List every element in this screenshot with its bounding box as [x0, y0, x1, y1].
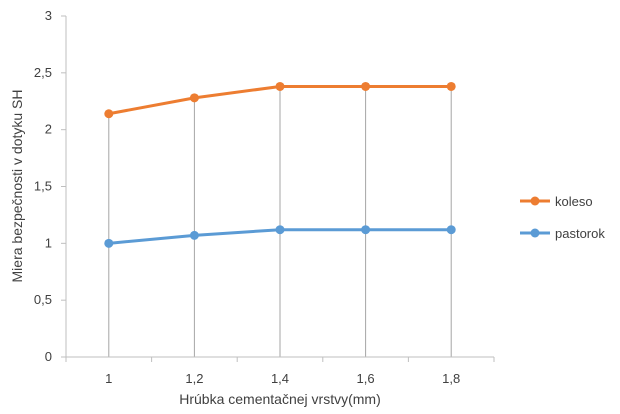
- y-tick-label: 3: [45, 8, 52, 23]
- y-tick-label: 2,5: [34, 65, 52, 80]
- x-ticks: 1 1,2 1,4 1,6 1,8: [65, 357, 495, 386]
- data-point-koleso: [446, 81, 456, 91]
- data-point-koleso: [104, 109, 114, 119]
- y-axis-title: Miera bezpečnosti v dotyku SH: [9, 90, 25, 283]
- legend-label-pastorok: pastorok: [555, 226, 605, 241]
- data-point-pastorok: [189, 230, 199, 240]
- y-ticks: 0 0,5 1 1,5 2 2,5 3: [34, 8, 66, 364]
- series-group: [104, 81, 456, 248]
- legend-label-koleso: koleso: [555, 194, 593, 209]
- y-tick-label: 1,5: [34, 179, 52, 194]
- legend-marker-pastorok: [530, 228, 540, 238]
- x-tick-label: 1,6: [357, 371, 375, 386]
- x-axis-title: Hrúbka cementačnej vrstvy(mm): [179, 391, 381, 407]
- data-point-pastorok: [275, 225, 285, 235]
- data-point-koleso: [275, 81, 285, 91]
- data-point-pastorok: [446, 225, 456, 235]
- data-point-pastorok: [104, 238, 114, 248]
- y-tick-label: 0: [45, 349, 52, 364]
- data-point-pastorok: [361, 225, 371, 235]
- y-tick-label: 2: [45, 122, 52, 137]
- x-tick-label: 1,8: [442, 371, 460, 386]
- y-tick-label: 0,5: [34, 292, 52, 307]
- data-point-koleso: [189, 93, 199, 103]
- x-tick-label: 1: [105, 371, 112, 386]
- legend: koleso pastorok: [520, 194, 605, 241]
- data-point-koleso: [361, 81, 371, 91]
- x-tick-label: 1,4: [271, 371, 289, 386]
- x-tick-label: 1,2: [185, 371, 203, 386]
- drop-lines: [108, 86, 452, 357]
- legend-marker-koleso: [530, 196, 540, 206]
- y-tick-label: 1: [45, 235, 52, 250]
